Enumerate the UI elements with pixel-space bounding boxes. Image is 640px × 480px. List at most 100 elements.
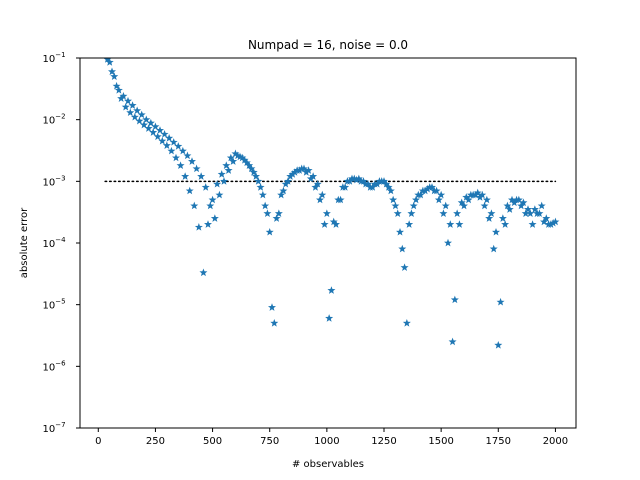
data-point (174, 142, 183, 150)
data-point (492, 227, 500, 236)
data-point (348, 174, 356, 183)
data-point (110, 72, 119, 80)
x-tick-label: 500 (203, 436, 222, 447)
data-point (354, 174, 363, 183)
data-point (473, 188, 482, 197)
data-point (208, 195, 217, 204)
data-point (288, 170, 297, 178)
data-point (519, 198, 528, 207)
data-point (437, 190, 446, 199)
data-point (496, 297, 505, 306)
y-tick-label: 10−4 (42, 236, 66, 250)
data-point (464, 195, 473, 204)
data-point (528, 220, 537, 228)
data-point (361, 179, 370, 188)
data-point (412, 195, 420, 204)
data-point (286, 172, 295, 180)
data-point (133, 106, 142, 115)
data-point (213, 179, 222, 188)
data-point (455, 220, 464, 228)
x-tick-label: 250 (146, 436, 165, 447)
data-point (233, 151, 242, 160)
data-point (204, 220, 212, 228)
data-point (313, 179, 322, 188)
data-point (222, 161, 231, 169)
data-point (446, 220, 455, 228)
data-point (489, 244, 498, 253)
x-tick-label: 2000 (543, 436, 568, 447)
data-point (231, 149, 240, 158)
data-point (521, 209, 530, 217)
data-point (517, 201, 526, 210)
plot-area (103, 58, 560, 349)
data-point (441, 201, 450, 210)
data-point (503, 201, 512, 210)
data-point (421, 186, 430, 195)
data-point (510, 198, 519, 207)
data-point (551, 217, 560, 226)
data-point (471, 190, 480, 199)
data-point (540, 217, 548, 226)
x-tick-label: 0 (95, 436, 101, 447)
data-point (450, 295, 459, 304)
data-point (400, 263, 409, 271)
data-point (302, 168, 311, 176)
data-point (524, 205, 532, 213)
data-point (274, 209, 283, 217)
data-point (444, 238, 452, 247)
data-point (453, 209, 462, 217)
data-point (309, 172, 318, 180)
data-point (494, 341, 503, 349)
data-point (178, 146, 187, 155)
data-point (185, 186, 194, 195)
y-tick-label: 10−6 (42, 359, 66, 373)
data-point (108, 67, 116, 76)
data-point (501, 220, 510, 228)
data-point (316, 195, 324, 204)
data-point (281, 179, 290, 188)
y-tick-label: 10−5 (42, 298, 65, 312)
data-point (226, 153, 235, 162)
data-point (172, 153, 180, 162)
data-point (462, 193, 471, 201)
data-point (409, 201, 418, 210)
data-point (153, 132, 162, 141)
data-point (416, 190, 425, 199)
data-point (478, 190, 487, 199)
data-point (258, 190, 267, 199)
x-tick-label: 1000 (314, 436, 339, 447)
data-point (402, 319, 411, 327)
data-point (366, 183, 375, 191)
data-point (279, 186, 288, 195)
data-point (215, 190, 224, 199)
data-point (407, 209, 416, 217)
data-point (329, 217, 338, 226)
chart-title: Numpad = 16, noise = 0.0 (248, 38, 408, 52)
data-point (165, 134, 174, 142)
data-point (352, 175, 361, 184)
data-point (220, 177, 228, 185)
y-tick-label: 10−2 (42, 113, 65, 127)
data-point (476, 193, 484, 201)
data-point (290, 168, 299, 176)
data-point (325, 314, 334, 322)
data-point (146, 118, 155, 127)
data-point (448, 337, 457, 346)
data-point (229, 157, 238, 165)
data-point (530, 205, 539, 213)
data-point (181, 172, 190, 180)
data-point (194, 223, 203, 231)
data-point (254, 177, 263, 185)
data-point (380, 177, 388, 185)
data-point (544, 220, 553, 228)
data-point (297, 164, 306, 173)
data-point (242, 158, 251, 167)
data-point (338, 183, 347, 191)
data-point (434, 195, 443, 204)
data-point (332, 220, 340, 228)
data-point (199, 268, 208, 277)
data-point (512, 195, 521, 204)
data-point (261, 201, 270, 210)
data-point (263, 209, 272, 217)
